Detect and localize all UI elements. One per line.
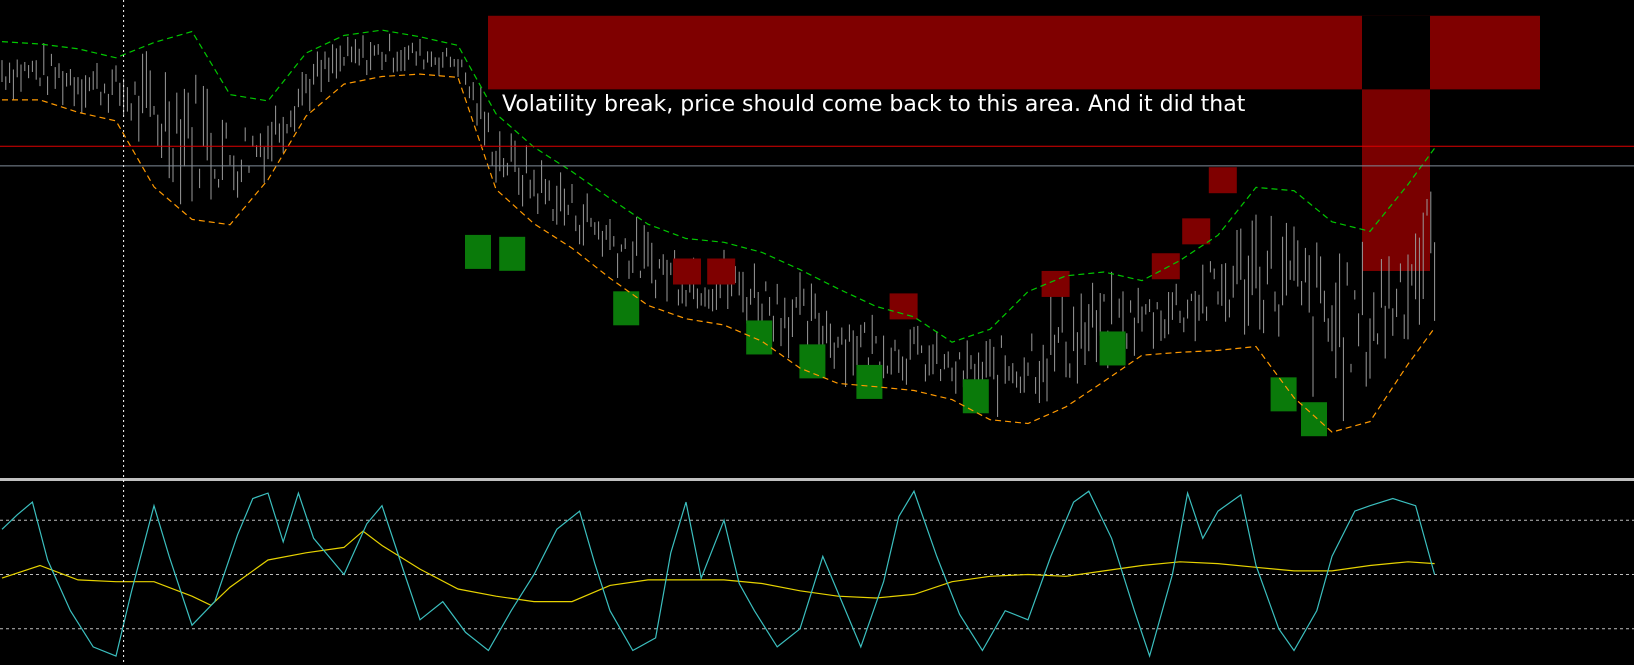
oscillator-panel [0,489,1634,659]
price-bars-group [1,33,1436,422]
highlight-zone-group [488,15,1540,271]
bull-marker [1099,331,1126,366]
bull-marker [499,236,526,271]
bull-signal-markers [465,234,1327,437]
main-price-panel: Volatility break, price should come back… [0,15,1634,437]
panel-separator-bar[interactable] [0,478,1634,481]
bear-marker [1151,253,1180,280]
bear-marker [707,258,736,285]
oscillator-fast-line [1,489,1436,659]
bear-signal-markers [673,167,1237,320]
oscillator-lines [1,489,1436,659]
lower-band-line [2,73,1436,433]
upper-band-line [1,29,1436,343]
bull-marker [613,291,640,326]
panel-separator[interactable] [0,478,1634,481]
bear-marker [889,293,918,320]
bull-marker [1270,377,1297,412]
bull-marker [1301,402,1327,437]
bull-marker [856,364,883,399]
highlight-column-window [1362,15,1430,90]
volatility-bands [1,29,1436,433]
oscillator-slow-line [1,530,1435,607]
bear-marker [673,258,701,285]
annotation-text: Volatility break, price should come back… [502,92,1246,117]
bull-marker [746,320,773,355]
bear-marker [1041,270,1070,297]
bull-marker [962,379,989,414]
bull-marker [465,234,491,269]
bull-marker [799,344,826,379]
bear-marker [1208,167,1237,194]
bear-marker [1182,218,1211,245]
horizontal-price-lines [0,145,1634,167]
